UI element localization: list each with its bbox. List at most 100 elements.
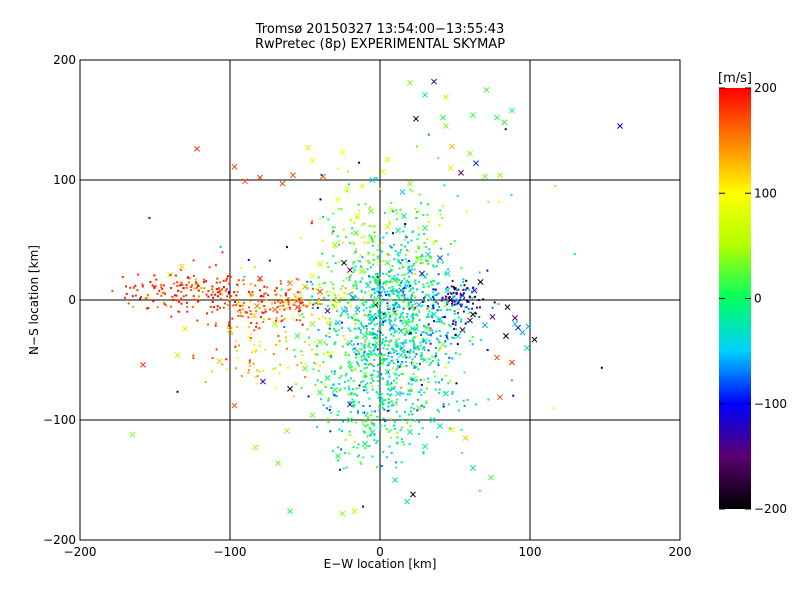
data-point-dot xyxy=(404,355,407,358)
data-point-dot xyxy=(438,330,441,333)
data-point-dot xyxy=(301,354,304,357)
data-point-dot xyxy=(185,284,188,286)
data-point-dot xyxy=(354,318,357,321)
data-point-dot xyxy=(378,287,381,290)
data-point-dot xyxy=(356,394,359,397)
data-point-dot xyxy=(397,364,399,367)
data-point-dot xyxy=(388,220,391,223)
data-point-dot xyxy=(411,379,414,381)
data-point-dot xyxy=(393,311,396,314)
data-point-dot xyxy=(411,190,414,193)
data-point-dot xyxy=(462,281,465,283)
data-point-dot xyxy=(348,360,351,363)
data-point-dot xyxy=(413,344,416,346)
data-point-dot xyxy=(275,344,277,347)
data-point-dot xyxy=(388,275,390,278)
data-point-dot xyxy=(179,298,182,301)
data-point-dot xyxy=(386,302,389,305)
data-point-dot xyxy=(429,255,432,258)
data-point-dot xyxy=(395,382,398,384)
data-point-dot xyxy=(401,263,404,266)
data-point-dot xyxy=(355,284,358,287)
data-point-dot xyxy=(228,321,231,324)
data-point-dot xyxy=(394,341,397,344)
data-point-dot xyxy=(405,287,407,290)
data-point-dot xyxy=(380,373,383,376)
data-point-dot xyxy=(424,245,427,248)
data-point-dot xyxy=(453,300,456,303)
data-point-dot xyxy=(357,259,360,262)
data-point-dot xyxy=(359,265,362,268)
data-point-dot xyxy=(398,231,401,234)
data-point-dot xyxy=(170,287,173,289)
data-point-dot xyxy=(426,260,429,263)
data-point-dot xyxy=(391,402,394,405)
data-point-cross xyxy=(309,412,316,419)
data-point-dot xyxy=(333,300,336,303)
data-point-dot xyxy=(132,305,135,308)
data-point-dot xyxy=(203,278,206,281)
data-point-dot xyxy=(456,302,459,305)
data-point-dot xyxy=(462,399,465,402)
data-point-dot xyxy=(287,297,290,300)
data-point-dot xyxy=(401,259,404,262)
data-point-dot xyxy=(389,280,392,283)
data-point-dot xyxy=(307,395,310,398)
data-point-dot xyxy=(396,291,399,294)
data-point-dot xyxy=(384,315,387,318)
data-point-dot xyxy=(363,363,366,366)
data-point-dot xyxy=(435,293,438,296)
data-point-dot xyxy=(341,345,344,348)
data-point-dot xyxy=(196,319,199,322)
data-point-dot xyxy=(349,219,352,222)
data-point-dot xyxy=(346,190,349,193)
data-point-dot xyxy=(410,383,413,386)
data-point-dot xyxy=(407,303,410,305)
data-point-dot xyxy=(427,262,430,265)
data-point-dot xyxy=(373,278,376,281)
data-point-dot xyxy=(466,287,469,290)
data-point-dot xyxy=(462,278,465,281)
data-point-cross xyxy=(231,402,238,409)
data-point-dot xyxy=(363,411,366,414)
data-point-dot xyxy=(497,303,500,306)
data-point-dot xyxy=(255,322,258,325)
data-point-dot xyxy=(361,277,364,280)
data-point-dot xyxy=(370,382,372,385)
data-point-dot xyxy=(374,224,377,227)
data-point-cross xyxy=(384,156,391,163)
data-point-dot xyxy=(418,280,421,283)
data-point-dot xyxy=(384,281,387,284)
data-point-dot xyxy=(237,300,240,303)
data-point-dot xyxy=(391,268,394,271)
data-point-cross xyxy=(341,259,347,266)
data-point-cross xyxy=(470,465,476,471)
data-point-dot xyxy=(129,286,132,289)
data-point-dot xyxy=(392,210,395,213)
data-point-dot xyxy=(321,302,324,305)
data-point-dot xyxy=(407,281,410,283)
data-point-dot xyxy=(376,275,379,278)
data-point-dot xyxy=(350,369,353,371)
data-point-dot xyxy=(428,328,431,331)
data-point-dot xyxy=(368,362,371,365)
data-point-dot xyxy=(360,266,363,269)
data-point-dot xyxy=(418,421,420,423)
data-point-dot xyxy=(342,467,345,470)
data-point-cross xyxy=(368,208,374,215)
data-point-dot xyxy=(342,279,345,282)
data-point-dot xyxy=(371,240,374,243)
data-point-dot xyxy=(146,293,149,296)
data-point-dot xyxy=(427,285,430,288)
data-point-dot xyxy=(332,283,335,286)
data-point-dot xyxy=(382,316,385,319)
data-point-dot xyxy=(409,418,412,421)
data-point-dot xyxy=(325,334,328,337)
data-point-dot xyxy=(369,333,372,336)
data-point-dot xyxy=(440,322,443,325)
data-point-dot xyxy=(371,276,374,278)
data-point-cross xyxy=(251,312,257,319)
data-point-dot xyxy=(282,304,285,307)
data-point-dot xyxy=(441,378,443,381)
